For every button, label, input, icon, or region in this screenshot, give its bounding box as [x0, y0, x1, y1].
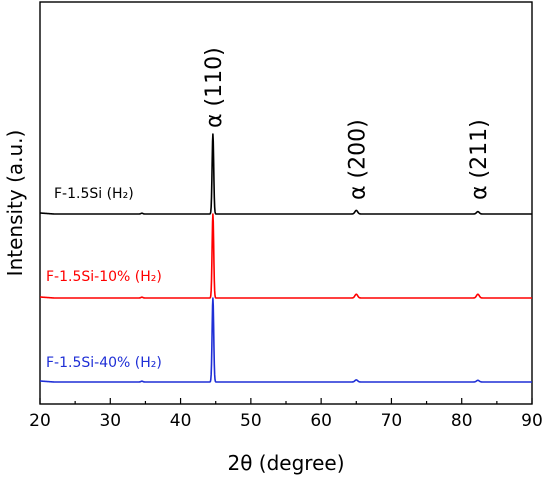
x-tick-label: 80 — [451, 411, 473, 431]
series-layer — [39, 133, 533, 383]
x-axis-title: 2θ (degree) — [227, 451, 344, 475]
series-label: F-1.5Si (H₂) — [54, 186, 134, 202]
series-line — [39, 297, 533, 383]
peak-labels: α (110) α (200) α (211) — [202, 47, 492, 200]
x-tick-label: 40 — [170, 411, 192, 431]
series-line — [39, 133, 533, 215]
series-labels: F-1.5Si (H₂) F-1.5Si-10% (H₂) F-1.5Si-40% … — [46, 186, 162, 371]
series-label: F-1.5Si-40% (H₂) — [46, 355, 162, 371]
series-label: F-1.5Si-10% (H₂) — [46, 269, 162, 285]
peak-label: α (200) — [345, 119, 370, 200]
x-tick-label: 50 — [240, 411, 262, 431]
x-tick-label: 70 — [381, 411, 403, 431]
x-axis-ticks: 20 30 40 50 60 70 80 90 — [29, 398, 543, 431]
x-tick-label: 90 — [521, 411, 543, 431]
peak-label: α (110) — [202, 47, 227, 128]
plot-area-border — [39, 1, 533, 405]
x-tick-label: 20 — [29, 411, 51, 431]
peak-label: α (211) — [467, 119, 492, 200]
plot-frame — [39, 1, 533, 405]
x-tick-label: 60 — [310, 411, 332, 431]
series-line — [39, 213, 533, 299]
x-tick-label: 30 — [99, 411, 121, 431]
y-axis-title: Intensity (a.u.) — [3, 130, 27, 277]
